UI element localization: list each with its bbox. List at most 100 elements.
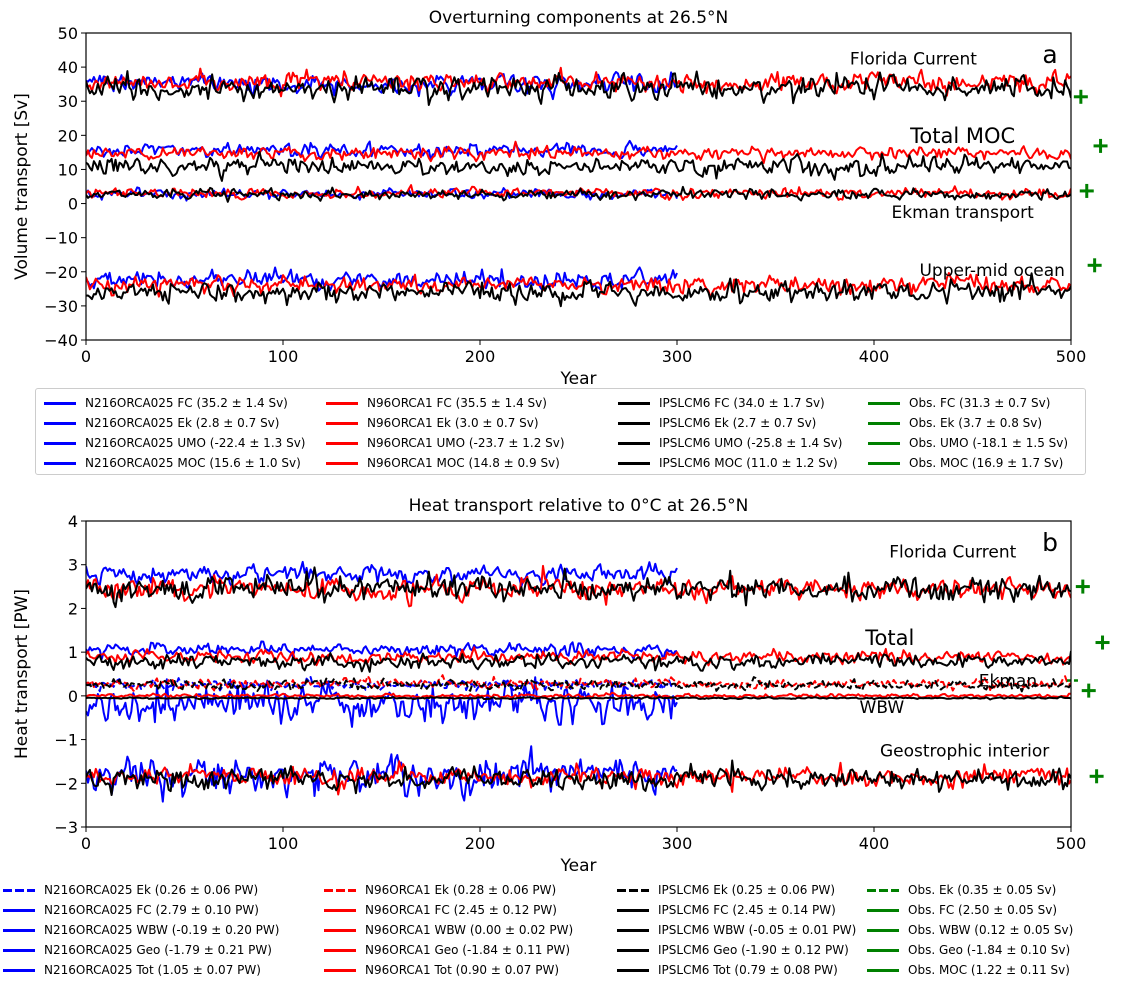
x-tick-label: 500 [1056, 347, 1087, 366]
legend-entry: N96ORCA1 WBW (0.00 ± 0.02 PW) [324, 920, 573, 940]
legend-swatch [867, 928, 899, 932]
legend-entry: Obs. Ek (3.7 ± 0.8 Sv) [868, 413, 1042, 433]
y-tick-label: 40 [58, 58, 78, 77]
y-tick-label: 3 [68, 556, 78, 575]
legend-label: IPSLCM6 Ek (0.25 ± 0.06 PW) [658, 883, 836, 897]
legend-label: IPSLCM6 Geo (-1.90 ± 0.12 PW) [658, 943, 849, 957]
legend-label: N96ORCA1 FC (35.5 ± 1.4 Sv) [367, 396, 547, 410]
legend-swatch [326, 461, 358, 465]
legend-entry: N96ORCA1 Geo (-1.84 ± 0.11 PW) [324, 940, 570, 960]
legend-swatch [617, 908, 649, 912]
annotation-label: Ekman transport [892, 203, 1035, 223]
legend-label: Obs. Geo (-1.84 ± 0.10 Sv) [908, 943, 1071, 957]
legend-entry: Obs. MOC (1.22 ± 0.11 Sv) [867, 960, 1070, 980]
legend-label: N216ORCA025 WBW (-0.19 ± 0.20 PW) [44, 923, 280, 937]
legend-label: N216ORCA025 Geo (-1.79 ± 0.21 PW) [44, 943, 272, 957]
legend-label: N96ORCA1 Ek (0.28 ± 0.06 PW) [365, 883, 557, 897]
legend-entry: N216ORCA025 WBW (-0.19 ± 0.20 PW) [3, 920, 279, 940]
legend-b: N216ORCA025 Ek (0.26 ± 0.06 PW) N216ORCA0… [0, 877, 1121, 983]
legend-swatch [867, 948, 899, 952]
legend-swatch [44, 441, 76, 445]
y-tick-label: 4 [68, 512, 78, 531]
panel-letter: a [1042, 40, 1057, 69]
legend-entry: N216ORCA025 Ek (2.8 ± 0.7 Sv) [44, 413, 279, 433]
legend-label: IPSLCM6 MOC (11.0 ± 1.2 Sv) [659, 456, 838, 470]
axes-frame [85, 32, 1072, 341]
legend-label: IPSLCM6 UMO (-25.8 ± 1.4 Sv) [659, 436, 843, 450]
y-tick-label: −10 [44, 229, 78, 248]
series-line-ipslcm6-wbw [86, 695, 1071, 701]
legend-label: N96ORCA1 MOC (14.8 ± 0.9 Sv) [367, 456, 560, 470]
legend-entry: IPSLCM6 Ek (2.7 ± 0.7 Sv) [618, 413, 816, 433]
x-tick-label: 100 [268, 834, 299, 853]
series-line-ipslcm6-fc [86, 70, 1071, 106]
series-line-ipslcm6-geo [86, 759, 1071, 796]
legend-entry: N96ORCA1 UMO (-23.7 ± 1.2 Sv) [326, 433, 565, 453]
legend-label: N96ORCA1 FC (2.45 ± 0.12 PW) [365, 903, 557, 917]
legend-entry: N96ORCA1 Tot (0.90 ± 0.07 PW) [324, 960, 559, 980]
legend-swatch [44, 461, 76, 465]
legend-entry: Obs. Geo (-1.84 ± 0.10 Sv) [867, 940, 1070, 960]
y-tick-label: 1 [68, 643, 78, 662]
legend-swatch [326, 441, 358, 445]
series-group [86, 560, 1071, 803]
legend-entry: N216ORCA025 MOC (15.6 ± 1.0 Sv) [44, 453, 301, 473]
x-tick-label: 400 [859, 347, 890, 366]
legend-swatch [44, 421, 76, 425]
chart-panel-b: 0 100 200 300 400 500 −3 −2 −1 0 1 2 3 4 Year Heat tran… [12, 496, 1110, 876]
legend-swatch [3, 928, 35, 932]
legend-entry: N96ORCA1 FC (2.45 ± 0.12 PW) [324, 900, 557, 920]
y-tick-label: −2 [54, 774, 78, 793]
series-line-ipslcm6-ek [86, 676, 1071, 693]
legend-swatch [3, 908, 35, 912]
legend-swatch [867, 908, 899, 912]
legend-label: Obs. FC (2.50 ± 0.05 Sv) [908, 903, 1058, 917]
obs-marker-moc [1095, 635, 1110, 650]
legend-swatch [868, 441, 900, 445]
legend-entry: N96ORCA1 FC (35.5 ± 1.4 Sv) [326, 393, 547, 413]
obs-marker-geo [1089, 769, 1104, 784]
y-axis-label: Volume transport [Sv] [12, 93, 32, 280]
legend-swatch [44, 401, 76, 405]
series-line-n96orca1-fc [86, 564, 1071, 608]
legend-label: Obs. FC (31.3 ± 0.7 Sv) [909, 396, 1051, 410]
legend-label: IPSLCM6 Tot (0.79 ± 0.08 PW) [658, 963, 838, 977]
x-tick-label: 500 [1056, 834, 1087, 853]
legend-label: Obs. UMO (-18.1 ± 1.5 Sv) [909, 436, 1069, 450]
legend-swatch [868, 401, 900, 405]
x-tick-label: 400 [859, 834, 890, 853]
legend-label: N96ORCA1 UMO (-23.7 ± 1.2 Sv) [367, 436, 565, 450]
x-tick-label: 0 [81, 834, 91, 853]
legend-swatch [618, 461, 650, 465]
legend-entry: N216ORCA025 Geo (-1.79 ± 0.21 PW) [3, 940, 272, 960]
legend-swatch [618, 441, 650, 445]
legend-entry: N216ORCA025 UMO (-22.4 ± 1.3 Sv) [44, 433, 305, 453]
legend-swatch [324, 968, 356, 972]
legend-swatch [618, 401, 650, 405]
legend-swatch [324, 888, 356, 892]
annotation-label: WBW [860, 698, 905, 718]
legend-label: N216ORCA025 FC (2.79 ± 0.10 PW) [44, 903, 259, 917]
legend-entry: IPSLCM6 MOC (11.0 ± 1.2 Sv) [618, 453, 838, 473]
x-tick-label: 0 [81, 347, 91, 366]
chart-title: Heat transport relative to 0°C at 26.5°N [409, 496, 749, 516]
legend-swatch [617, 888, 649, 892]
series-line-n216orca025-tot [86, 640, 678, 660]
x-tick-label: 100 [268, 347, 299, 366]
series-line-ipslcm6-moc [86, 150, 1071, 182]
legend-label: N96ORCA1 Ek (3.0 ± 0.7 Sv) [367, 416, 539, 430]
series-line-n216orca025-fc [86, 71, 678, 101]
legend-swatch [326, 401, 358, 405]
legend-label: Obs. WBW (0.12 ± 0.05 Sv) [908, 923, 1074, 937]
legend-entry: IPSLCM6 WBW (-0.05 ± 0.01 PW) [617, 920, 856, 940]
y-tick-label: 0 [68, 195, 78, 214]
y-tick-label: −3 [54, 818, 78, 837]
series-line-ipslcm6-ek [86, 185, 1071, 203]
axes-frame [85, 520, 1072, 828]
series-line-n96orca1-wbw [86, 691, 1071, 700]
legend-label: N216ORCA025 Ek (0.26 ± 0.06 PW) [44, 883, 259, 897]
legend-swatch [868, 461, 900, 465]
legend-label: N96ORCA1 Geo (-1.84 ± 0.11 PW) [365, 943, 571, 957]
legend-label: Obs. Ek (0.35 ± 0.05 Sv) [908, 883, 1057, 897]
legend-label: IPSLCM6 Ek (2.7 ± 0.7 Sv) [659, 416, 817, 430]
